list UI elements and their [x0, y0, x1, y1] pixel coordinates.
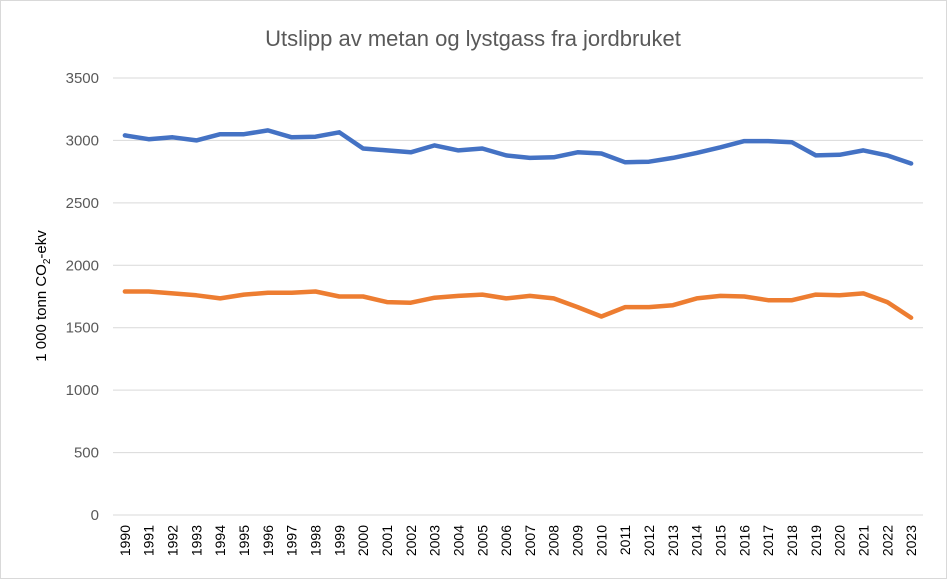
x-tick-label: 2020: [832, 525, 848, 556]
x-tick-label: 2014: [689, 525, 705, 556]
x-tick-label: 2009: [570, 525, 586, 556]
x-tick-label: 2010: [593, 525, 609, 556]
x-tick-label: 2006: [498, 525, 514, 556]
series-lines: [122, 128, 914, 320]
y-tick-label: 1500: [66, 320, 99, 337]
x-tick-label: 1999: [331, 525, 347, 556]
x-tick-label: 2018: [784, 525, 800, 556]
y-axis-ticks: 0 500 1000 1500 2000 2500 3000 3500: [66, 70, 99, 524]
x-tick-label: 2007: [522, 525, 538, 556]
x-tick-label: 1995: [236, 525, 252, 556]
x-tick-label: 2013: [665, 525, 681, 556]
x-tick-label: 1990: [117, 525, 133, 556]
series-line-2: [122, 289, 914, 320]
y-tick-label: 2000: [66, 257, 99, 274]
y-tick-label: 2500: [66, 195, 99, 212]
x-tick-label: 2004: [450, 525, 466, 556]
x-tick-label: 1996: [260, 525, 276, 556]
x-tick-label: 2005: [474, 525, 490, 556]
y-tick-label: 500: [74, 445, 99, 462]
x-tick-label: 2003: [427, 525, 443, 556]
x-tick-label: 1993: [188, 525, 204, 556]
x-tick-label: 2000: [355, 525, 371, 556]
x-tick-label: 2023: [903, 525, 919, 556]
y-tick-label: 0: [91, 507, 99, 524]
y-axis-label: 1 000 tonn CO2-ekv: [33, 230, 53, 362]
x-tick-label: 2011: [617, 525, 633, 555]
x-tick-label: 1994: [212, 525, 228, 556]
x-tick-label: 2001: [379, 525, 395, 556]
y-tick-label: 1000: [66, 382, 99, 399]
x-tick-label: 1998: [308, 525, 324, 556]
x-axis-ticks: 1990 1991 1992 1993 1994 1995 1996 1997 1998 1999…: [117, 525, 919, 556]
x-tick-label: 2021: [855, 525, 871, 556]
x-tick-label: 2015: [713, 525, 729, 556]
x-tick-label: 1992: [165, 525, 181, 556]
x-tick-label: 2008: [546, 525, 562, 556]
chart-title: Utslipp av metan og lystgass fra jordbru…: [265, 26, 681, 51]
y-tick-label: 3500: [66, 70, 99, 87]
x-tick-label: 2002: [403, 525, 419, 556]
series-line-1: [122, 128, 914, 166]
x-tick-label: 2017: [760, 525, 776, 556]
x-tick-label: 1997: [284, 525, 300, 556]
x-tick-label: 2012: [641, 525, 657, 556]
x-tick-label: 2019: [808, 525, 824, 556]
x-tick-label: 1991: [141, 525, 157, 556]
x-tick-label: 2016: [736, 525, 752, 556]
x-tick-label: 2022: [879, 525, 895, 556]
y-tick-label: 3000: [66, 132, 99, 149]
